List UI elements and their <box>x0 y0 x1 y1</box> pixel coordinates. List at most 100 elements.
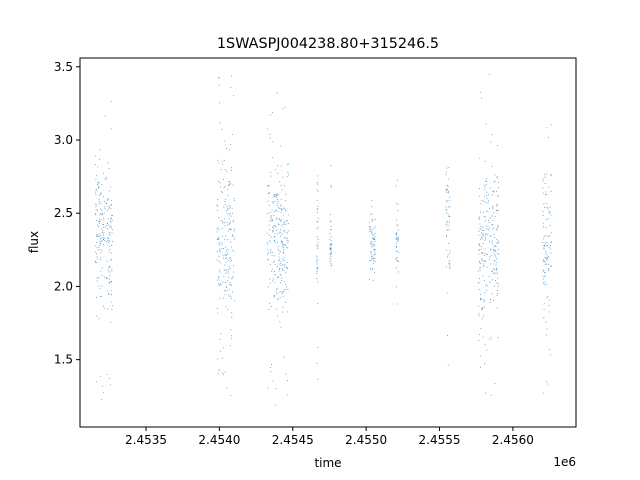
data-point <box>287 242 289 244</box>
data-point <box>478 313 480 314</box>
data-point <box>374 253 376 255</box>
data-point <box>445 209 447 211</box>
data-point <box>276 229 277 231</box>
data-point <box>229 206 231 208</box>
data-point <box>98 285 100 287</box>
data-point <box>107 162 109 164</box>
x-axis-offset-label: 1e6 <box>553 455 576 469</box>
data-point <box>447 256 449 258</box>
data-point <box>276 217 278 219</box>
data-point <box>280 251 282 253</box>
data-point <box>316 269 318 270</box>
data-point <box>548 305 550 307</box>
data-point <box>233 219 235 221</box>
data-point <box>103 201 105 202</box>
data-point <box>229 149 231 150</box>
data-point <box>545 250 547 252</box>
data-point <box>281 189 283 191</box>
data-point <box>217 279 219 281</box>
data-point <box>280 241 282 243</box>
data-point <box>485 180 487 182</box>
data-point <box>218 370 220 372</box>
data-point <box>482 226 484 228</box>
data-point <box>96 220 98 221</box>
data-point <box>490 394 492 396</box>
data-point <box>268 192 270 194</box>
data-point <box>490 263 491 265</box>
data-point <box>276 291 277 293</box>
data-point <box>229 345 231 347</box>
data-point <box>371 246 373 248</box>
data-point <box>545 245 547 247</box>
data-point <box>448 215 450 217</box>
data-point <box>488 74 490 76</box>
data-point <box>547 235 549 237</box>
data-point <box>482 233 484 234</box>
data-point <box>485 234 486 236</box>
data-point <box>373 245 375 247</box>
data-point <box>107 242 109 244</box>
data-point <box>479 260 480 262</box>
data-point <box>226 224 228 226</box>
data-point <box>395 257 397 259</box>
data-point <box>492 244 494 246</box>
data-point <box>227 280 229 282</box>
data-point <box>288 230 290 232</box>
data-point <box>492 207 494 209</box>
data-point <box>317 266 319 268</box>
data-point <box>446 212 448 214</box>
data-point <box>282 243 284 245</box>
data-points <box>94 74 552 406</box>
data-point <box>103 392 105 394</box>
data-point <box>230 215 232 217</box>
data-point <box>483 300 485 302</box>
data-point <box>489 227 490 229</box>
data-point <box>397 229 399 231</box>
data-point <box>492 219 494 221</box>
data-point <box>550 354 552 356</box>
data-point <box>97 181 99 183</box>
data-point <box>274 200 276 202</box>
data-point <box>317 346 319 348</box>
data-point <box>491 279 493 281</box>
data-point <box>550 124 552 126</box>
data-point <box>225 261 227 263</box>
data-point <box>278 252 280 254</box>
data-point <box>283 249 285 250</box>
data-point <box>98 185 100 187</box>
data-point <box>542 392 544 394</box>
data-point <box>220 220 222 222</box>
data-point <box>485 225 487 227</box>
data-point <box>542 211 544 213</box>
data-point <box>271 201 273 203</box>
data-point <box>480 366 481 368</box>
data-point <box>548 212 550 214</box>
data-point <box>316 228 318 230</box>
data-point <box>484 292 486 294</box>
data-point <box>111 268 113 270</box>
data-point <box>267 252 269 254</box>
data-point <box>483 201 485 202</box>
data-point <box>277 298 279 300</box>
data-point <box>96 204 98 206</box>
data-point <box>448 214 450 216</box>
data-point <box>285 200 287 202</box>
data-point <box>282 108 284 110</box>
data-point <box>111 309 113 311</box>
data-point <box>96 247 98 249</box>
data-point <box>97 184 98 185</box>
data-point <box>487 225 489 227</box>
y-tick-label: 1.5 <box>54 353 73 367</box>
data-point <box>96 381 98 383</box>
data-point <box>484 186 486 188</box>
data-point <box>542 275 544 277</box>
data-point <box>105 224 107 226</box>
data-point <box>489 298 491 300</box>
data-point <box>486 284 488 286</box>
data-point <box>233 265 234 267</box>
data-point <box>108 271 110 273</box>
data-point <box>100 202 102 204</box>
data-point <box>274 271 275 272</box>
data-point <box>280 184 282 186</box>
data-point <box>497 210 499 212</box>
